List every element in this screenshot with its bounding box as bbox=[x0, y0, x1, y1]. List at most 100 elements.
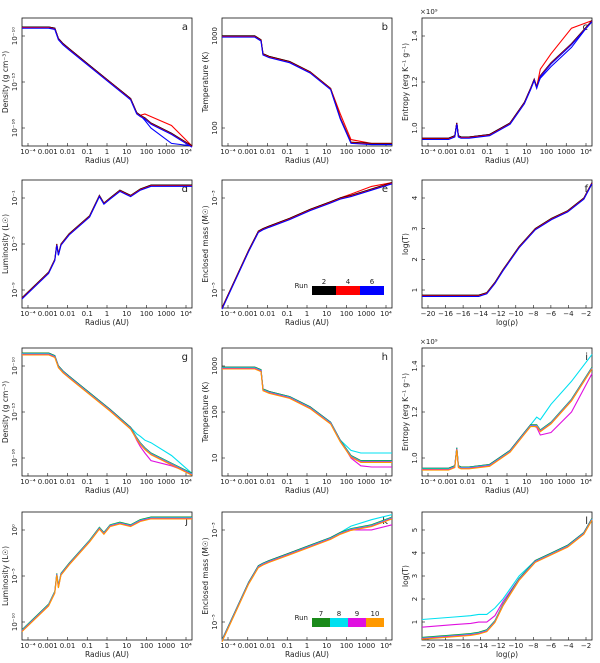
x-tick-label: −8 bbox=[528, 642, 538, 650]
panel-letter: h bbox=[382, 352, 388, 363]
x-axis-label: log(ρ) bbox=[496, 318, 518, 327]
panel-a: 10⁻⁴ 0.001 0.01 0.1 1 10 100 1000 10⁴ 10⁻¹⁶ 10⁻¹³ 1… bbox=[1, 17, 193, 165]
x-tick-label: 10⁴ bbox=[580, 478, 592, 486]
y-axis-label: log(T) bbox=[401, 233, 410, 255]
x-tick-label: 0.1 bbox=[482, 478, 493, 486]
x-tick-label: 1000 bbox=[357, 642, 375, 650]
x-tick-label: 10 bbox=[322, 642, 331, 650]
series-line-run-3 bbox=[222, 36, 392, 146]
x-tick-label: 0.1 bbox=[282, 478, 293, 486]
x-tick-label: 100 bbox=[140, 478, 153, 486]
x-tick-label: 0.1 bbox=[82, 478, 93, 486]
panel-letter: a bbox=[182, 22, 188, 33]
panel-k: 10⁻⁴ 0.001 0.01 0.1 1 10 100 1000 10⁴ 10⁻⁵ 10⁻³ Rad… bbox=[201, 511, 393, 659]
x-tick-label: −20 bbox=[421, 642, 436, 650]
panel-letter: d bbox=[182, 184, 188, 195]
legend-title: Run bbox=[295, 614, 308, 622]
y-tick-label: 10⁻¹ bbox=[11, 190, 19, 206]
legend-label: 2 bbox=[322, 278, 326, 286]
series-line-run-3 bbox=[22, 27, 193, 148]
panel-letter: g bbox=[182, 352, 188, 363]
legend-swatch bbox=[336, 286, 360, 295]
series-line-variant bbox=[22, 26, 193, 147]
y-axis-label: Enclosed mass (M☉) bbox=[201, 205, 210, 282]
series-line-variant bbox=[421, 518, 593, 628]
x-axis-label: Radius (AU) bbox=[285, 156, 329, 165]
x-tick-label: 1 bbox=[305, 310, 309, 318]
y-tick-label: 1.0 bbox=[411, 452, 419, 463]
x-tick-label: 10⁴ bbox=[180, 310, 192, 318]
y-tick-label: 5 bbox=[411, 528, 419, 532]
legend-swatch bbox=[360, 286, 384, 295]
x-tick-label: 100 bbox=[140, 148, 153, 156]
x-tick-label: −16 bbox=[456, 642, 471, 650]
y-tick-label: 10 bbox=[211, 454, 219, 463]
legend-label: 6 bbox=[370, 278, 375, 286]
x-axis-label: Radius (AU) bbox=[285, 486, 329, 495]
y-axis-label: Density (g cm⁻³) bbox=[1, 381, 10, 443]
series-line-run-4 bbox=[421, 519, 593, 640]
x-axis-label: Radius (AU) bbox=[85, 156, 129, 165]
y-tick-label: 2 bbox=[411, 257, 419, 261]
x-tick-label: 1000 bbox=[157, 642, 175, 650]
x-tick-label: 10⁴ bbox=[580, 148, 592, 156]
series-line-run-2 bbox=[422, 182, 593, 297]
series-line-run-1 bbox=[421, 518, 593, 638]
series-line-run-1 bbox=[422, 182, 593, 296]
panel-frame bbox=[421, 511, 593, 641]
panel-f: −20 −16 −16 −14 −12 −10 −8 −6 −4 −21234log(ρ)log(… bbox=[401, 179, 593, 327]
x-tick-label: 10⁴ bbox=[180, 148, 192, 156]
y-tick-label: 1 bbox=[411, 620, 419, 624]
x-tick-label: −12 bbox=[491, 310, 506, 318]
legend: Run 2 4 6 bbox=[295, 278, 384, 295]
x-tick-label: 1000 bbox=[357, 310, 375, 318]
legend-swatch bbox=[348, 618, 366, 627]
series-line-run-2 bbox=[222, 367, 392, 462]
y-tick-label: 10⁻⁵ bbox=[11, 568, 19, 584]
x-tick-label: −10 bbox=[508, 310, 523, 318]
x-axis-label: Radius (AU) bbox=[85, 318, 129, 327]
x-tick-label: 10⁴ bbox=[380, 478, 392, 486]
x-tick-label: 0.01 bbox=[260, 310, 276, 318]
x-tick-label: 1000 bbox=[357, 148, 375, 156]
panel-d: 10⁻⁴ 0.001 0.01 0.1 1 10 100 1000 10⁴ 10⁻⁹ 10⁻⁵ 10⁻… bbox=[1, 179, 193, 327]
y-tick-label: 10⁻⁹ bbox=[11, 282, 19, 298]
x-tick-label: 100 bbox=[340, 148, 353, 156]
x-tick-label: 10⁻⁴ bbox=[220, 148, 236, 156]
x-tick-label: −16 bbox=[456, 310, 471, 318]
x-tick-label: 1000 bbox=[557, 478, 575, 486]
y-tick-label: 10⁻³ bbox=[211, 190, 219, 206]
series-line-variant bbox=[422, 20, 593, 139]
x-tick-label: 10⁻⁴ bbox=[20, 148, 36, 156]
x-tick-label: 1 bbox=[105, 642, 109, 650]
x-axis-label: Radius (AU) bbox=[285, 318, 329, 327]
y-tick-label: 10⁰ bbox=[11, 524, 19, 536]
y-tick-label: 10⁻⁵ bbox=[211, 614, 219, 630]
y-axis-label: Enclosed mass (M☉) bbox=[201, 537, 210, 614]
y-tick-label: 1.4 bbox=[411, 30, 419, 42]
panel-i: 10⁻⁴ 0.001 0.01 0.1 1 10 100 1000 10⁴ 1.0 1.2 1.4 ×1… bbox=[401, 338, 593, 495]
y-axis-label: Entropy (erg K⁻¹ g⁻¹) bbox=[401, 43, 410, 121]
y-tick-label: 10⁻¹⁰ bbox=[11, 357, 19, 375]
x-tick-label: 0.01 bbox=[260, 642, 276, 650]
x-tick-label: 1 bbox=[105, 478, 109, 486]
panel-letter: e bbox=[382, 184, 388, 195]
x-tick-label: −14 bbox=[473, 642, 488, 650]
x-tick-label: 1000 bbox=[357, 478, 375, 486]
panel-frame bbox=[21, 179, 193, 309]
panel-letter: l bbox=[585, 516, 588, 527]
x-tick-label: 10⁻⁴ bbox=[220, 478, 236, 486]
series-line-run-1 bbox=[22, 352, 193, 474]
series-line-run-3 bbox=[222, 367, 392, 463]
x-axis-label: Radius (AU) bbox=[85, 650, 129, 659]
x-tick-label: 0.001 bbox=[38, 310, 58, 318]
x-tick-label: 0.001 bbox=[238, 148, 258, 156]
x-tick-label: 0.01 bbox=[60, 310, 76, 318]
x-tick-label: 0.001 bbox=[38, 148, 58, 156]
x-tick-label: 0.001 bbox=[438, 478, 458, 486]
x-tick-label: −20 bbox=[421, 310, 436, 318]
x-tick-label: −4 bbox=[563, 642, 574, 650]
x-tick-label: 0.001 bbox=[38, 478, 58, 486]
x-tick-label: 10 bbox=[122, 310, 131, 318]
